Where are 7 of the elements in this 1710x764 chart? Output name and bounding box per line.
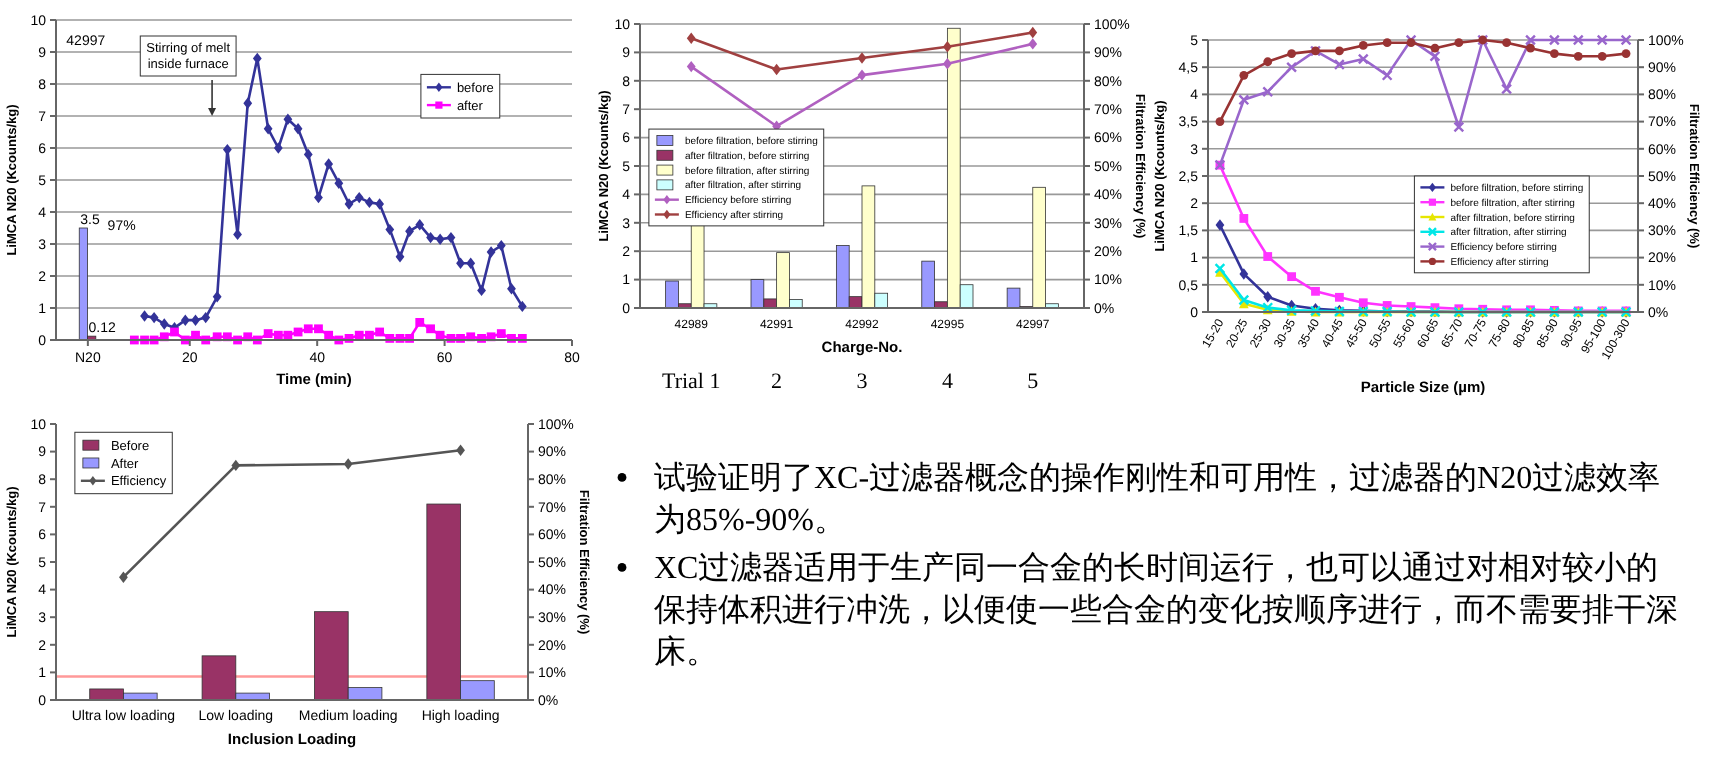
text: 试验证明了XC-过滤器概念的操作刚性和可用性，过滤器的N20过滤效率为85%-90%。 bbox=[654, 460, 1661, 538]
text: 4 bbox=[941, 370, 954, 394]
text: XC过滤器适用于生产同一合金的长时间运行，也可以通过对相对较小的保持体积进行冲洗，以便使一些合金的变化按顺序进行，而不需要排干深床。 bbox=[654, 550, 1678, 670]
text: Trial 1 bbox=[661, 370, 721, 394]
text: 2 bbox=[771, 370, 783, 394]
text: 5 bbox=[1027, 370, 1040, 394]
text: 3 bbox=[856, 370, 869, 394]
